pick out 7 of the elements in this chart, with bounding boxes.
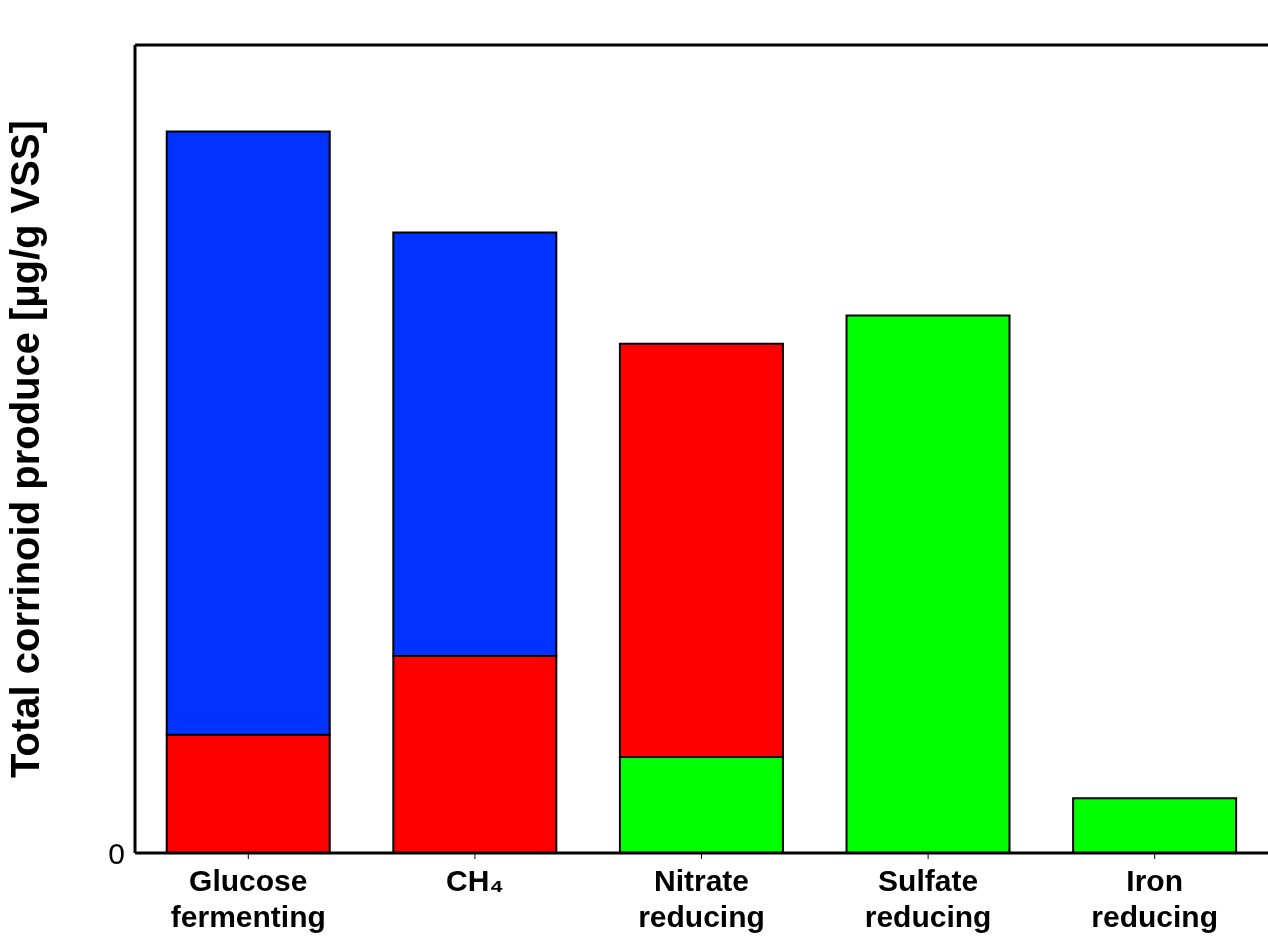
x-tick-label: Sulfate reducing (864, 864, 992, 933)
x-tick-label: CH₄ (446, 864, 504, 897)
y-axis-title: Total corrinoid produce [µg/g VSS] (3, 120, 48, 778)
x-tick-label: Glucose fermenting (170, 864, 326, 933)
x-tick-label: Iron reducing (1091, 864, 1219, 933)
text: 0 (108, 836, 125, 870)
x-tick-label: Nitrate reducing (638, 864, 765, 933)
